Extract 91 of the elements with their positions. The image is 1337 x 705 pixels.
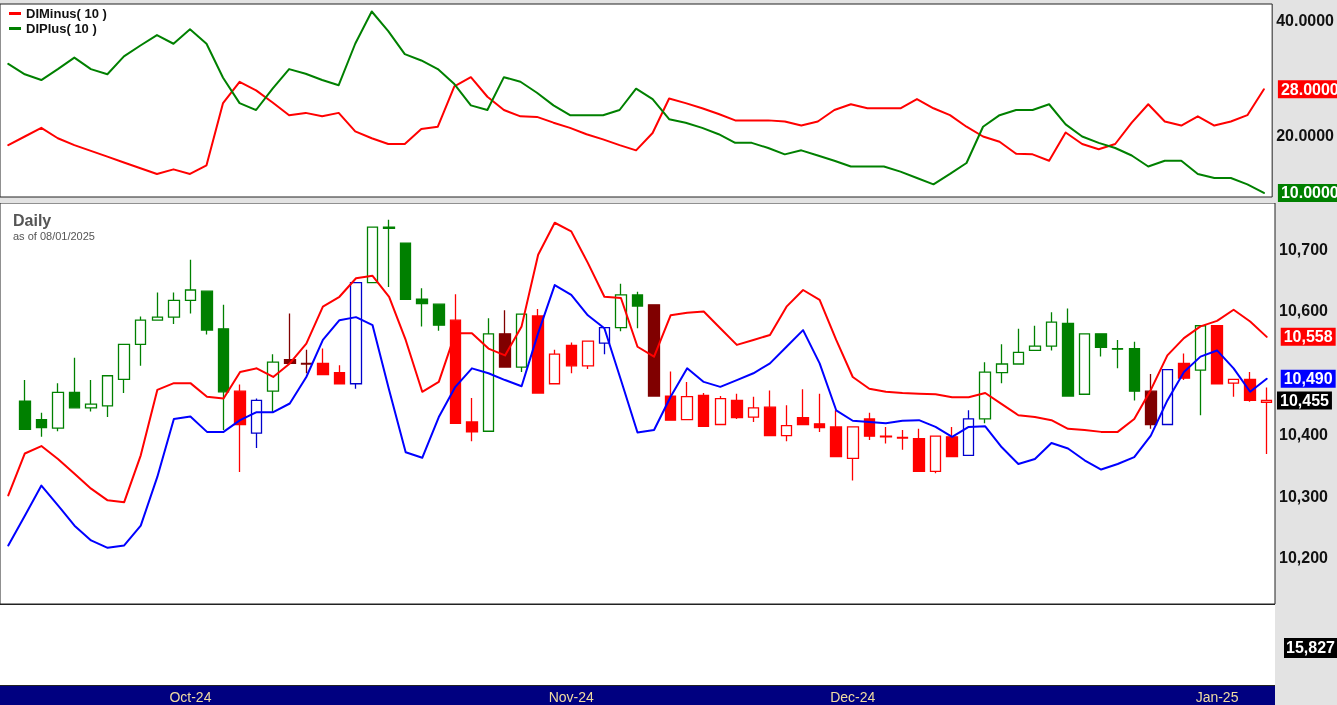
- candlestick: [829, 409, 843, 458]
- candlestick: [1111, 339, 1124, 369]
- legend-label: DIPlus( 10 ): [26, 21, 97, 36]
- candlestick: [581, 340, 595, 370]
- candlestick: [117, 343, 131, 394]
- candlestick: [631, 291, 644, 329]
- candlestick: [349, 281, 363, 390]
- y-tick-label: 40.0000: [1276, 11, 1335, 29]
- candlestick: [151, 291, 164, 321]
- candlestick: [1128, 341, 1141, 402]
- candlestick: [432, 303, 446, 332]
- y-tick-label: 10,700: [1279, 240, 1329, 258]
- candlestick: [945, 426, 959, 458]
- candlestick: [316, 347, 330, 376]
- text: Daily: [13, 211, 52, 229]
- candlestick: [531, 308, 545, 394]
- candlestick: [1094, 333, 1108, 358]
- line-series: [7, 10, 1265, 194]
- candlestick: [200, 290, 214, 336]
- candlestick: [266, 353, 280, 413]
- candlestick: [84, 379, 98, 413]
- candlestick: [780, 404, 793, 442]
- candlestick: [697, 392, 710, 427]
- text: as of 08/01/2025: [13, 229, 95, 242]
- candlestick: [1045, 311, 1058, 352]
- candlestick: [366, 226, 379, 284]
- candlestick: [548, 349, 561, 385]
- line-series: [7, 76, 1265, 175]
- candlestick: [184, 259, 197, 315]
- candlestick: [1061, 307, 1075, 397]
- candlestick: [482, 317, 495, 432]
- candlestick: [300, 349, 313, 374]
- text: 15,827: [1284, 638, 1337, 658]
- y-tick-label: 10,400: [1279, 425, 1329, 443]
- candlestick: [647, 304, 661, 397]
- y-tick-label: 20.0000: [1276, 126, 1335, 144]
- candlestick: [1194, 325, 1207, 416]
- candlestick: [896, 429, 909, 451]
- legend-label: DIMinus( 10 ): [26, 6, 107, 21]
- candlestick: [796, 388, 810, 426]
- candlestick: [1227, 378, 1240, 398]
- y-tick-label: 10,200: [1279, 549, 1329, 567]
- candlestick: [978, 361, 992, 424]
- x-tick-label: Nov-24: [548, 689, 595, 705]
- candlestick: [1161, 368, 1174, 426]
- candlestick: [1028, 325, 1042, 352]
- candlestick: [962, 409, 975, 456]
- x-tick-label: Dec-24: [830, 689, 876, 705]
- line-series: [7, 284, 1268, 549]
- candlestick: [664, 370, 677, 421]
- data-label: 10,490: [1283, 370, 1333, 388]
- candlestick: [101, 375, 114, 418]
- x-tick-label: Jan-25: [1195, 689, 1239, 705]
- candlestick: [565, 341, 578, 374]
- candlestick: [449, 293, 462, 424]
- candlestick: [250, 397, 263, 449]
- candlestick: [680, 381, 694, 421]
- candlestick: [18, 379, 32, 431]
- candlestick: [51, 382, 65, 432]
- y-tick-label: 10,300: [1279, 487, 1329, 505]
- candlestick: [515, 313, 528, 373]
- candlestick: [382, 219, 396, 288]
- candlestick: [995, 343, 1009, 384]
- candlestick: [68, 357, 81, 409]
- candlestick: [1260, 386, 1273, 455]
- candlestick: [233, 383, 247, 473]
- candlestick: [465, 397, 479, 442]
- candlestick: [763, 389, 777, 437]
- candlestick: [846, 426, 860, 482]
- candlestick: [1210, 325, 1224, 385]
- candlestick: [134, 315, 147, 367]
- x-tick-label: Oct-24: [169, 689, 212, 705]
- text: 10,455: [1280, 391, 1330, 409]
- candlestick: [813, 392, 826, 433]
- candlestick: [217, 304, 230, 431]
- candlestick: [167, 291, 181, 325]
- data-label: 10,558: [1283, 328, 1333, 346]
- candlestick: [714, 395, 727, 426]
- candlestick: [498, 309, 512, 368]
- candlestick: [333, 364, 346, 385]
- candlestick: [1078, 333, 1091, 395]
- candlestick: [1144, 373, 1158, 430]
- candlestick: [747, 396, 760, 423]
- candlestick: [912, 428, 926, 473]
- candlestick: [415, 287, 429, 328]
- y-tick-label: 10,600: [1279, 302, 1329, 320]
- candlestick: [1012, 328, 1025, 365]
- candlestick: [730, 392, 744, 420]
- candlestick: [35, 412, 48, 438]
- candlestick: [929, 435, 942, 474]
- candlestick: [399, 242, 412, 300]
